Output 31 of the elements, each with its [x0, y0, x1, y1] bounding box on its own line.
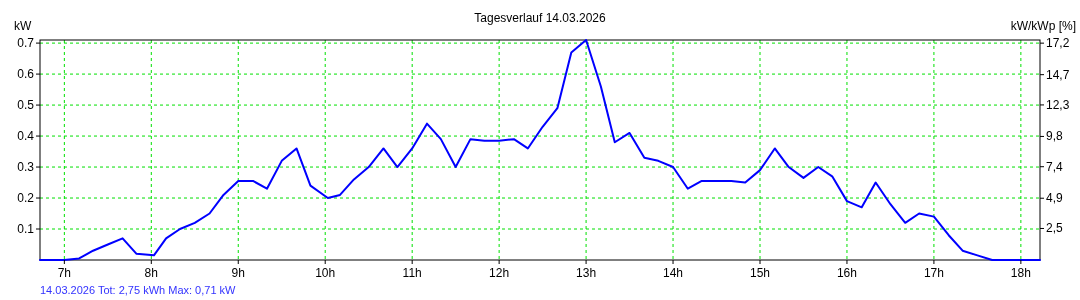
x-tick-label: 12h — [489, 266, 510, 280]
y-tick-label: 0.1 — [17, 222, 35, 237]
x-tick-label: 13h — [576, 266, 597, 280]
x-tick-label: 16h — [836, 266, 857, 280]
x-tick-label: 15h — [749, 266, 771, 280]
x-tick-label: 10h — [315, 266, 336, 280]
y-tick-label: 0.2 — [17, 191, 35, 206]
x-tick-label: 14h — [663, 266, 684, 280]
y-tick-label: 0.5 — [17, 98, 35, 113]
x-tick-label: 11h — [402, 266, 422, 280]
y2-tick-label: 17,2 — [1046, 36, 1070, 51]
x-tick-label: 17h — [923, 266, 944, 280]
y2-axis-title: kW/kWp [%] — [1010, 19, 1076, 33]
line-series — [39, 39, 1041, 261]
x-tick-label: 18h — [1010, 266, 1031, 280]
chart-title: Tagesverlauf 14.03.2026 — [474, 11, 607, 25]
y-axis-title: kW — [14, 19, 32, 33]
y-tick-label: 0.6 — [17, 67, 35, 82]
y-tick-label: 0.3 — [17, 160, 35, 175]
y2-tick-label: 12,3 — [1046, 97, 1070, 112]
text: 14.03.2026 Tot: 2,75 kWh Max: 0,71 kW — [40, 284, 237, 296]
y-tick-label: 0.7 — [17, 36, 35, 51]
y2-tick-label: 7,4 — [1046, 159, 1064, 174]
y2-tick-label: 9,8 — [1046, 129, 1064, 144]
y-tick-label: 0.4 — [17, 129, 35, 144]
x-tick-label: 9h — [231, 266, 245, 280]
y2-tick-label: 2,5 — [1046, 221, 1064, 236]
x-tick-label: 8h — [144, 266, 158, 280]
y2-tick-label: 14,7 — [1046, 67, 1070, 82]
y2-tick-label: 4,9 — [1046, 191, 1064, 206]
x-tick-label: 7h — [57, 266, 72, 280]
